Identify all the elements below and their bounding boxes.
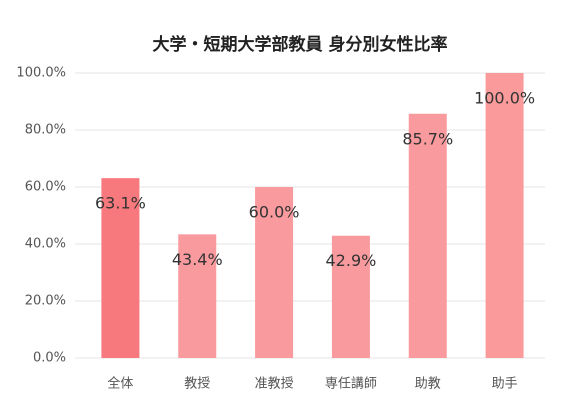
y-tick-label: 40.0%: [25, 237, 66, 252]
value-label: 63.1%: [95, 194, 146, 213]
bar: [485, 73, 524, 358]
bar: [101, 178, 140, 358]
value-label: 85.7%: [402, 129, 453, 148]
x-tick-label: 専任講師: [325, 376, 377, 392]
value-label: 100.0%: [474, 89, 535, 108]
value-label: 42.9%: [326, 251, 377, 270]
y-tick-label: 0.0%: [33, 351, 66, 366]
y-tick-label: 20.0%: [25, 294, 66, 309]
bar: [255, 187, 294, 358]
value-label: 43.4%: [172, 250, 223, 269]
chart-title: 大学・短期大学部教員 身分別女性比率: [153, 34, 448, 55]
x-tick-label: 助教: [415, 376, 441, 392]
y-tick-label: 80.0%: [25, 123, 66, 138]
bar: [408, 113, 447, 358]
bar: [331, 235, 370, 358]
x-tick-label: 准教授: [255, 376, 294, 392]
y-tick-label: 60.0%: [25, 180, 66, 195]
x-tick-label: 助手: [492, 377, 518, 392]
y-tick-label: 100.0%: [16, 66, 66, 81]
value-label: 60.0%: [249, 203, 300, 222]
bar: [178, 234, 217, 358]
x-tick-label: 教授: [184, 376, 210, 392]
x-tick-label: 全体: [107, 376, 133, 392]
